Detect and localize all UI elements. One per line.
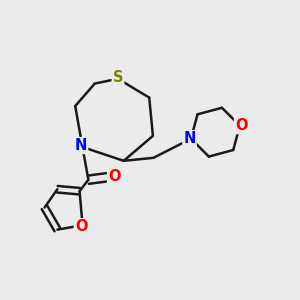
Text: N: N (183, 131, 196, 146)
Text: O: O (108, 169, 121, 184)
Text: O: O (75, 219, 87, 234)
Text: N: N (75, 138, 87, 153)
Text: S: S (113, 70, 123, 85)
Text: O: O (235, 118, 247, 133)
